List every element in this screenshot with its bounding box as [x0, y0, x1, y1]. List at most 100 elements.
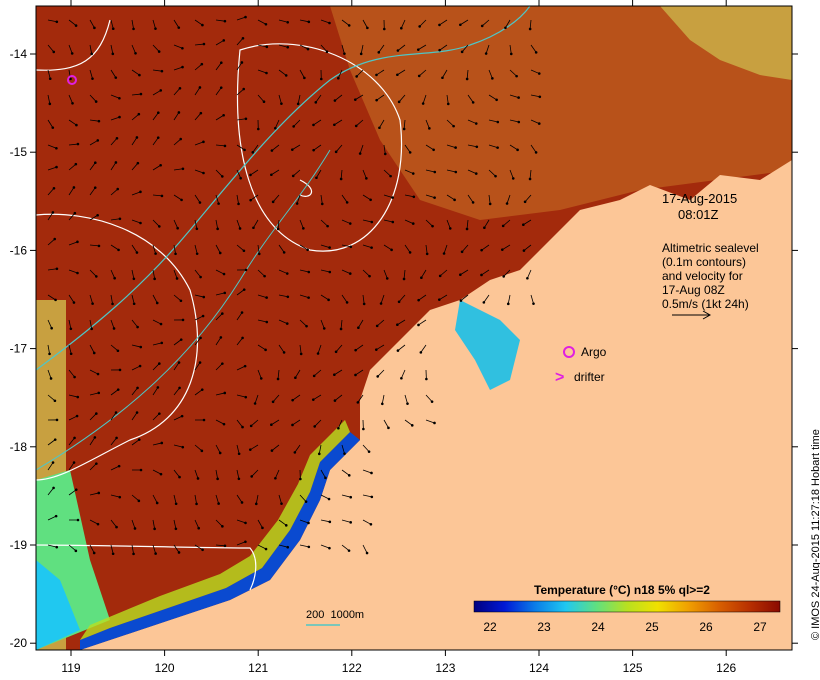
- velocity-arrow: [488, 69, 493, 79]
- velocity-arrow: [420, 344, 427, 353]
- velocity-arrow: [68, 394, 78, 398]
- colorbar-tick-label: 27: [753, 620, 767, 634]
- velocity-arrow: [236, 219, 241, 229]
- velocity-arrow: [467, 169, 477, 174]
- velocity-arrow: [397, 44, 406, 51]
- velocity-arrow-head: [428, 127, 431, 130]
- velocity-arrow: [523, 244, 532, 251]
- velocity-arrow-head: [242, 288, 246, 291]
- velocity-arrow: [292, 169, 301, 177]
- lat-tick-label: -18: [10, 440, 28, 454]
- velocity-arrow: [341, 444, 345, 454]
- velocity-arrow: [340, 319, 343, 329]
- velocity-arrow: [152, 112, 159, 121]
- velocity-arrow: [418, 319, 427, 326]
- velocity-arrow-head: [158, 225, 161, 228]
- lon-tick-label: 124: [529, 661, 549, 675]
- velocity-arrow-head: [317, 452, 321, 456]
- velocity-arrow: [299, 344, 302, 354]
- velocity-arrow: [110, 44, 114, 54]
- velocity-arrow-head: [75, 123, 78, 127]
- velocity-arrow: [131, 244, 138, 253]
- velocity-arrow-head: [432, 148, 435, 152]
- velocity-arrow-head: [201, 314, 205, 318]
- velocity-arrow: [152, 442, 162, 446]
- velocity-arrow: [296, 194, 301, 204]
- velocity-arrow: [383, 144, 386, 154]
- velocity-arrow: [467, 94, 474, 103]
- velocity-arrow-head: [132, 552, 135, 556]
- velocity-arrow-head: [242, 87, 246, 91]
- velocity-arrow: [194, 519, 200, 529]
- velocity-arrow: [299, 544, 309, 548]
- velocity-arrow-head: [274, 476, 277, 480]
- velocity-arrow-head: [302, 227, 305, 230]
- velocity-arrow: [215, 40, 224, 46]
- velocity-arrow-head: [354, 124, 358, 128]
- velocity-arrow-head: [256, 127, 260, 131]
- velocity-arrow-head: [219, 61, 223, 65]
- velocity-arrow: [320, 219, 328, 227]
- velocity-arrow-head: [532, 302, 535, 305]
- velocity-arrow: [314, 419, 322, 427]
- velocity-arrow-head: [241, 336, 244, 340]
- velocity-arrow-head: [517, 120, 521, 124]
- velocity-arrow: [152, 413, 160, 421]
- velocity-arrow: [236, 88, 244, 96]
- velocity-arrow-head: [314, 101, 318, 104]
- velocity-arrow: [47, 544, 57, 548]
- velocity-arrow: [355, 369, 364, 376]
- velocity-arrow-head: [93, 186, 97, 189]
- velocity-arrow: [152, 494, 158, 504]
- velocity-arrow: [272, 394, 280, 403]
- velocity-arrow-head: [465, 77, 469, 81]
- velocity-arrow-head: [53, 237, 57, 241]
- velocity-arrow-head: [248, 448, 252, 451]
- velocity-arrow: [131, 162, 139, 171]
- velocity-arrow-head: [265, 296, 268, 299]
- velocity-arrow: [68, 143, 78, 146]
- velocity-arrow: [152, 519, 156, 529]
- velocity-arrow-head: [480, 273, 483, 277]
- velocity-arrow-head: [73, 375, 76, 379]
- velocity-arrow: [89, 214, 98, 221]
- velocity-arrow: [194, 294, 204, 298]
- velocity-arrow: [529, 19, 532, 29]
- velocity-arrow: [299, 219, 304, 229]
- velocity-arrow-head: [195, 502, 198, 506]
- velocity-arrow-head: [261, 526, 264, 530]
- velocity-arrow: [422, 94, 427, 104]
- velocity-arrow-head: [241, 36, 245, 40]
- velocity-arrow-head: [134, 51, 137, 55]
- velocity-arrow: [376, 319, 385, 327]
- lon-tick-label: 120: [155, 661, 175, 675]
- velocity-arrow-head: [417, 298, 420, 302]
- velocity-arrow-head: [198, 86, 202, 89]
- velocity-arrow: [110, 344, 119, 352]
- velocity-arrow: [236, 365, 246, 371]
- velocity-arrow: [215, 292, 225, 296]
- velocity-vectors: [47, 15, 542, 556]
- velocity-arrow-head: [402, 277, 406, 281]
- velocity-arrow-head: [291, 174, 295, 178]
- velocity-arrow: [397, 344, 406, 351]
- velocity-arrow-head: [73, 211, 77, 215]
- velocity-arrow: [379, 119, 385, 128]
- velocity-arrow: [215, 62, 222, 71]
- velocity-arrow: [481, 269, 490, 276]
- velocity-arrow-head: [333, 399, 337, 402]
- velocity-arrow-head: [54, 298, 57, 302]
- velocity-arrow: [89, 392, 99, 396]
- velocity-arrow: [173, 219, 179, 229]
- velocity-arrow-head: [156, 386, 160, 389]
- velocity-arrow-head: [347, 549, 351, 552]
- velocity-arrow: [335, 144, 343, 153]
- velocity-arrow-head: [223, 391, 227, 395]
- velocity-arrow: [446, 94, 449, 104]
- velocity-arrow: [89, 413, 97, 421]
- velocity-arrow: [110, 244, 119, 251]
- velocity-arrow-head: [216, 477, 219, 481]
- velocity-arrow-head: [270, 149, 274, 152]
- velocity-arrow-head: [523, 200, 527, 204]
- timestamp-time: 08:01Z: [678, 207, 719, 222]
